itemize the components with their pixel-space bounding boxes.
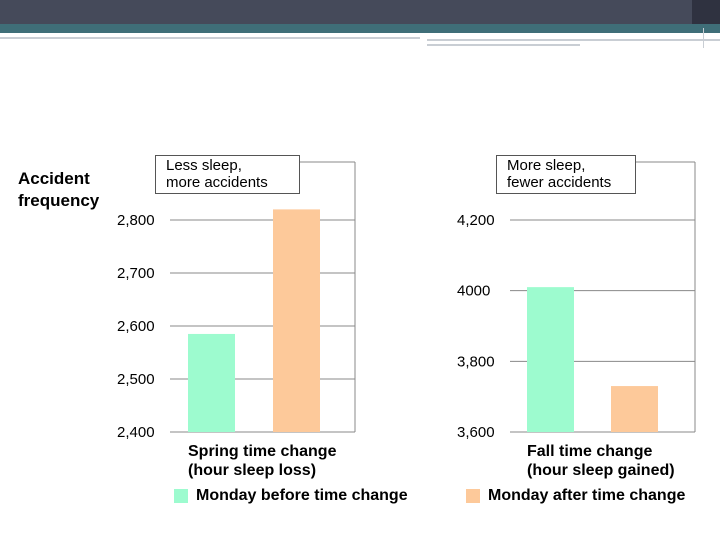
callout-less-sleep: Less sleep, more accidents [155, 155, 300, 194]
callout-line: More sleep, [507, 157, 586, 174]
x-label-line: (hour sleep gained) [527, 462, 675, 479]
x-axis-label-spring: Spring time change (hour sleep loss) [188, 442, 336, 480]
y-tick-label: 2,700 [117, 265, 155, 282]
y-tick-label: 4000 [457, 283, 490, 300]
callout-more-sleep: More sleep, fewer accidents [496, 155, 636, 194]
legend-swatch-after [466, 489, 480, 503]
header-band [0, 24, 720, 33]
x-label-line: (hour sleep loss) [188, 462, 317, 479]
bar-after [273, 209, 320, 432]
y-axis-label-line: Accident [18, 169, 90, 188]
y-tick-label: 2,800 [117, 212, 155, 229]
y-tick-label: 2,500 [117, 371, 155, 388]
legend-item-after: Monday after time change [466, 487, 685, 505]
y-axis-label-line: frequency [18, 191, 100, 210]
title-bar-corner [692, 0, 720, 24]
legend-item-before: Monday before time change [174, 487, 408, 505]
x-label-line: Fall time change [527, 443, 653, 460]
header-accent-vline [703, 28, 704, 48]
header-accent-line [427, 39, 720, 41]
header-accent-line [427, 44, 580, 46]
y-tick-label: 2,400 [117, 424, 155, 441]
header-accent-line [0, 37, 420, 39]
legend-label-after: Monday after time change [488, 487, 686, 504]
legend-swatch-before [174, 489, 188, 503]
y-axis-label: Accident frequency [18, 168, 99, 212]
x-label-line: Spring time change [188, 443, 337, 460]
bar-after [611, 386, 658, 432]
callout-line: more accidents [166, 174, 268, 191]
y-tick-label: 3,800 [457, 353, 495, 370]
y-tick-label: 2,600 [117, 318, 155, 335]
y-tick-label: 4,200 [457, 212, 495, 229]
callout-line: Less sleep, [166, 157, 242, 174]
x-axis-label-fall: Fall time change (hour sleep gained) [527, 442, 675, 480]
bar-before [188, 333, 235, 432]
y-tick-label: 3,600 [457, 424, 495, 441]
legend-label-before: Monday before time change [196, 487, 408, 504]
callout-line: fewer accidents [507, 174, 612, 191]
bar-before [527, 287, 574, 432]
title-bar [0, 0, 720, 24]
